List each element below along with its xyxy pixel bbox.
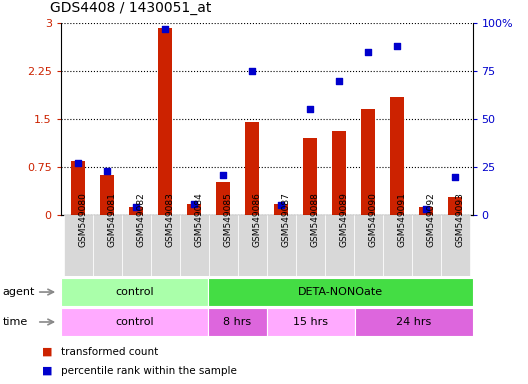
Bar bbox=[158, 28, 172, 215]
Text: GSM549086: GSM549086 bbox=[252, 192, 261, 247]
Bar bbox=[216, 182, 230, 215]
Bar bbox=[383, 215, 412, 276]
Text: transformed count: transformed count bbox=[61, 347, 158, 357]
Point bbox=[277, 202, 285, 209]
Bar bbox=[61, 278, 208, 306]
Point bbox=[393, 43, 401, 49]
Text: time: time bbox=[3, 317, 28, 327]
Point bbox=[422, 206, 430, 212]
Text: 15 hrs: 15 hrs bbox=[293, 317, 328, 327]
Bar bbox=[267, 215, 296, 276]
Bar bbox=[129, 207, 144, 215]
Bar bbox=[274, 204, 288, 215]
Bar bbox=[441, 215, 470, 276]
Bar bbox=[448, 197, 463, 215]
Text: GSM549089: GSM549089 bbox=[339, 192, 348, 247]
Point bbox=[451, 174, 459, 180]
Bar bbox=[325, 215, 354, 276]
Point bbox=[132, 204, 140, 210]
Bar bbox=[354, 215, 383, 276]
Bar bbox=[355, 308, 473, 336]
Bar bbox=[208, 278, 473, 306]
Bar bbox=[63, 215, 92, 276]
Text: GSM549081: GSM549081 bbox=[107, 192, 116, 247]
Text: ■: ■ bbox=[42, 366, 53, 376]
Bar bbox=[419, 207, 433, 215]
Point bbox=[74, 160, 82, 166]
Text: GSM549088: GSM549088 bbox=[310, 192, 319, 247]
Bar bbox=[100, 175, 115, 215]
Text: GSM549087: GSM549087 bbox=[281, 192, 290, 247]
Text: 8 hrs: 8 hrs bbox=[223, 317, 251, 327]
Text: agent: agent bbox=[3, 287, 35, 297]
Point bbox=[364, 49, 372, 55]
Bar bbox=[187, 204, 201, 215]
Text: GSM549085: GSM549085 bbox=[223, 192, 232, 247]
Point bbox=[335, 78, 343, 84]
Text: GDS4408 / 1430051_at: GDS4408 / 1430051_at bbox=[50, 2, 212, 15]
Bar bbox=[303, 138, 317, 215]
Text: GSM549093: GSM549093 bbox=[455, 192, 464, 247]
Text: GSM549090: GSM549090 bbox=[368, 192, 377, 247]
Bar bbox=[390, 97, 404, 215]
Text: control: control bbox=[115, 317, 154, 327]
Text: 24 hrs: 24 hrs bbox=[396, 317, 431, 327]
Text: ■: ■ bbox=[42, 347, 53, 357]
Bar bbox=[61, 308, 208, 336]
Text: GSM549084: GSM549084 bbox=[194, 193, 203, 247]
Point bbox=[306, 106, 314, 113]
Bar bbox=[121, 215, 150, 276]
Text: GSM549092: GSM549092 bbox=[426, 193, 435, 247]
Text: percentile rank within the sample: percentile rank within the sample bbox=[61, 366, 237, 376]
Point bbox=[248, 68, 257, 74]
Bar bbox=[238, 215, 267, 276]
Bar bbox=[361, 109, 375, 215]
Text: control: control bbox=[115, 287, 154, 297]
Point bbox=[219, 172, 228, 178]
Text: GSM549083: GSM549083 bbox=[165, 192, 174, 247]
Text: GSM549082: GSM549082 bbox=[136, 193, 145, 247]
Bar bbox=[245, 122, 259, 215]
Text: GSM549091: GSM549091 bbox=[397, 192, 406, 247]
Bar bbox=[296, 215, 325, 276]
Bar bbox=[150, 215, 180, 276]
Point bbox=[103, 168, 111, 174]
Text: GSM549080: GSM549080 bbox=[78, 192, 87, 247]
Text: DETA-NONOate: DETA-NONOate bbox=[298, 287, 383, 297]
Point bbox=[190, 200, 199, 207]
Bar bbox=[332, 131, 346, 215]
Bar bbox=[71, 161, 86, 215]
Bar bbox=[209, 215, 238, 276]
Bar bbox=[180, 215, 209, 276]
Point bbox=[161, 26, 169, 32]
Bar bbox=[412, 215, 441, 276]
Bar bbox=[92, 215, 121, 276]
Bar bbox=[208, 308, 267, 336]
Bar bbox=[267, 308, 355, 336]
